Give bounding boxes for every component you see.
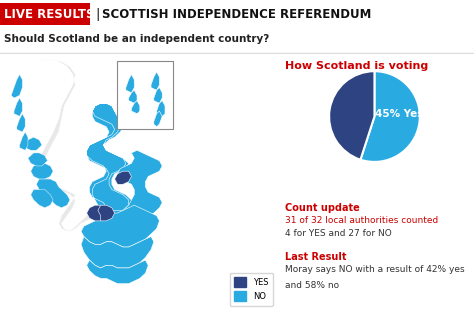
Polygon shape xyxy=(31,190,53,208)
Polygon shape xyxy=(14,98,22,116)
Polygon shape xyxy=(90,150,162,221)
Bar xyxy=(0,3,90,25)
Polygon shape xyxy=(128,90,137,103)
Text: |: | xyxy=(92,8,104,21)
Wedge shape xyxy=(329,71,374,160)
Text: Moray says NO with a result of 42% yes: Moray says NO with a result of 42% yes xyxy=(285,265,465,274)
Text: How Scotland is voting: How Scotland is voting xyxy=(285,61,429,72)
Polygon shape xyxy=(87,103,131,218)
Polygon shape xyxy=(131,100,140,114)
Polygon shape xyxy=(98,205,115,221)
Polygon shape xyxy=(126,74,134,93)
Polygon shape xyxy=(11,74,22,98)
Polygon shape xyxy=(28,153,47,166)
Polygon shape xyxy=(81,237,154,268)
Text: Should Scotland be an independent country?: Should Scotland be an independent countr… xyxy=(4,34,269,44)
Polygon shape xyxy=(154,88,162,103)
Polygon shape xyxy=(115,171,131,184)
Text: Last Result: Last Result xyxy=(285,252,347,262)
Polygon shape xyxy=(154,111,162,127)
Text: Count update: Count update xyxy=(285,203,360,213)
Text: 55% No: 55% No xyxy=(264,163,308,173)
Text: LIVE RESULTS: LIVE RESULTS xyxy=(4,8,94,21)
Polygon shape xyxy=(39,59,128,231)
Polygon shape xyxy=(17,114,25,132)
Text: SCOTTISH INDEPENDENCE REFERENDUM: SCOTTISH INDEPENDENCE REFERENDUM xyxy=(102,8,371,21)
Text: 45% Yes: 45% Yes xyxy=(375,109,424,119)
Text: 31 of 32 local authorities counted: 31 of 32 local authorities counted xyxy=(285,216,439,225)
Polygon shape xyxy=(36,179,70,208)
Polygon shape xyxy=(31,163,53,179)
Polygon shape xyxy=(25,137,42,150)
Polygon shape xyxy=(81,205,159,247)
Polygon shape xyxy=(156,100,165,116)
Polygon shape xyxy=(19,132,28,150)
Polygon shape xyxy=(151,72,159,90)
Text: 4 for YES and 27 for NO: 4 for YES and 27 for NO xyxy=(285,229,392,238)
Text: and 58% no: and 58% no xyxy=(285,281,339,290)
Polygon shape xyxy=(87,260,148,284)
Polygon shape xyxy=(87,205,109,221)
Wedge shape xyxy=(360,71,420,162)
Bar xyxy=(118,61,173,129)
Legend: YES, NO: YES, NO xyxy=(230,273,273,306)
